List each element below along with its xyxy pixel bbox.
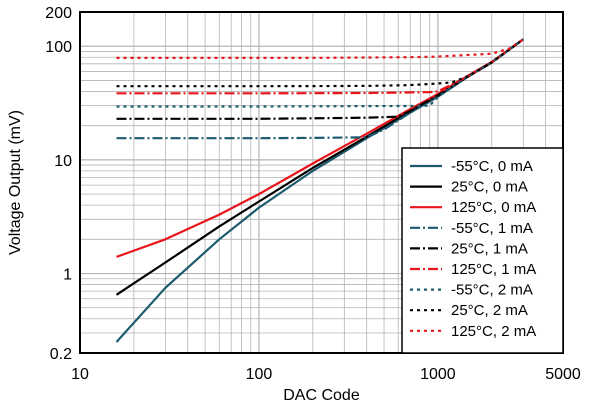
y-tick-label: 0.2 — [50, 346, 72, 363]
series-line — [116, 38, 524, 60]
series-group — [115, 38, 524, 343]
y-tick-label: 10 — [54, 153, 72, 170]
y-tick-label: 200 — [45, 5, 72, 22]
y-tick-label: 100 — [45, 39, 72, 56]
legend-label: 25°C, 2 mA — [451, 302, 528, 319]
legend-label: -55°C, 2 mA — [451, 282, 533, 299]
series-line — [116, 38, 524, 95]
x-tick-label: 1000 — [420, 366, 456, 383]
legend-label: 25°C, 1 mA — [451, 240, 528, 257]
series-line — [116, 38, 524, 120]
legend: -55°C, 0 mA 25°C, 0 mA 125°C, 0 mA -55°C, 1… — [401, 147, 564, 354]
series-line — [116, 38, 524, 108]
legend-label: -55°C, 0 mA — [451, 158, 533, 175]
y-axis-title: Voltage Output (mV) — [7, 110, 24, 255]
tick-labels: 10 100 1000 5000 0.2 1 10 100 200 — [45, 5, 581, 383]
x-axis-title: DAC Code — [283, 387, 360, 404]
y-tick-label: 1 — [63, 267, 72, 284]
x-tick-label: 10 — [71, 366, 89, 383]
series-line — [116, 38, 524, 88]
x-tick-label: 5000 — [545, 366, 581, 383]
legend-box — [401, 147, 564, 354]
x-tick-label: 100 — [246, 366, 273, 383]
legend-label: 125°C, 1 mA — [451, 261, 536, 278]
legend-label: 25°C, 0 mA — [451, 179, 528, 196]
legend-label: 125°C, 2 mA — [451, 323, 536, 340]
legend-label: 125°C, 0 mA — [451, 199, 536, 216]
legend-label: -55°C, 1 mA — [451, 220, 533, 237]
